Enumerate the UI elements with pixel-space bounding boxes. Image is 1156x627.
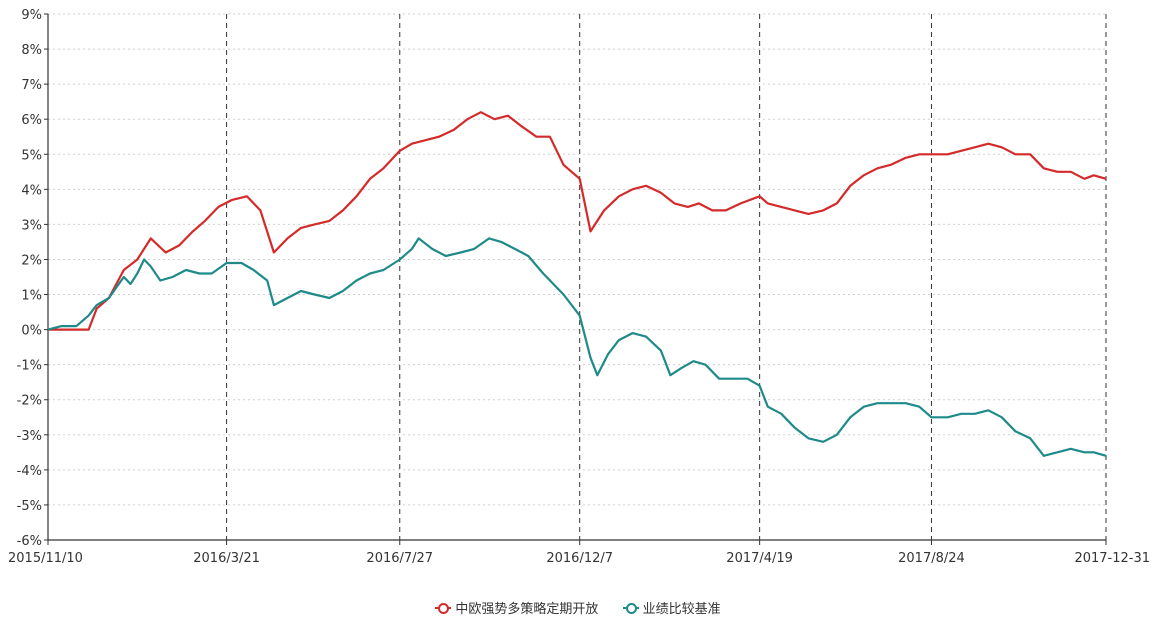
y-tick-label: 4% bbox=[21, 183, 42, 198]
y-tick-label: 6% bbox=[21, 113, 42, 128]
line-chart: 9% 8% 7% 6% 5% 4% 3% 2% 1% 0% -1% -2% -3% -4% -5% -6% 2… bbox=[8, 8, 1150, 566]
x-tick-label: 2017-12-31 bbox=[1074, 551, 1150, 566]
y-tick-label: -3% bbox=[17, 429, 42, 444]
x-tick-label: 2015/11/10 bbox=[8, 551, 83, 566]
series-line-fund bbox=[48, 111, 1107, 331]
legend-item-fund[interactable]: 中欧强势多策略定期开放 bbox=[435, 598, 598, 617]
x-tick-label: 2017/4/19 bbox=[726, 551, 793, 566]
x-tick-label: 2017/8/24 bbox=[898, 551, 965, 566]
legend-label-fund: 中欧强势多策略定期开放 bbox=[455, 602, 599, 617]
legend: 中欧强势多策略定期开放 业绩比较基准 bbox=[0, 598, 1156, 618]
series-lines bbox=[47, 111, 1107, 457]
y-tick-label: 5% bbox=[21, 148, 42, 163]
grid-lines bbox=[48, 13, 1107, 541]
y-tick-label: 2% bbox=[21, 253, 42, 268]
x-tick-label: 2016/7/27 bbox=[366, 551, 433, 566]
axes bbox=[47, 14, 1106, 541]
legend-item-benchmark[interactable]: 业绩比较基准 bbox=[622, 598, 721, 617]
legend-marker-fund-icon bbox=[435, 602, 452, 614]
y-tick-label: 7% bbox=[21, 78, 42, 93]
x-axis-ticks: 2015/11/10 2016/3/21 2016/7/27 2016/12/7 201… bbox=[8, 540, 1150, 566]
series-line-benchmark bbox=[47, 237, 1107, 457]
y-axis-ticks: 9% 8% 7% 6% 5% 4% 3% 2% 1% 0% -1% -2% -3% -4% -5% -6% bbox=[17, 8, 48, 549]
y-tick-label: -6% bbox=[17, 534, 42, 549]
y-tick-label: -2% bbox=[17, 394, 42, 409]
y-tick-label: -4% bbox=[17, 464, 42, 479]
y-tick-label: 0% bbox=[21, 324, 42, 339]
x-tick-label: 2016/3/21 bbox=[193, 551, 260, 566]
y-tick-label: 8% bbox=[21, 43, 42, 58]
x-tick-label: 2016/12/7 bbox=[546, 551, 613, 566]
y-tick-label: -5% bbox=[17, 499, 42, 514]
legend-marker-benchmark-icon bbox=[622, 602, 639, 614]
y-tick-label: 1% bbox=[21, 289, 42, 304]
legend-label-benchmark: 业绩比较基准 bbox=[642, 602, 721, 617]
y-tick-label: 9% bbox=[21, 8, 42, 23]
y-tick-label: 3% bbox=[21, 218, 42, 233]
y-tick-label: -1% bbox=[17, 359, 42, 374]
